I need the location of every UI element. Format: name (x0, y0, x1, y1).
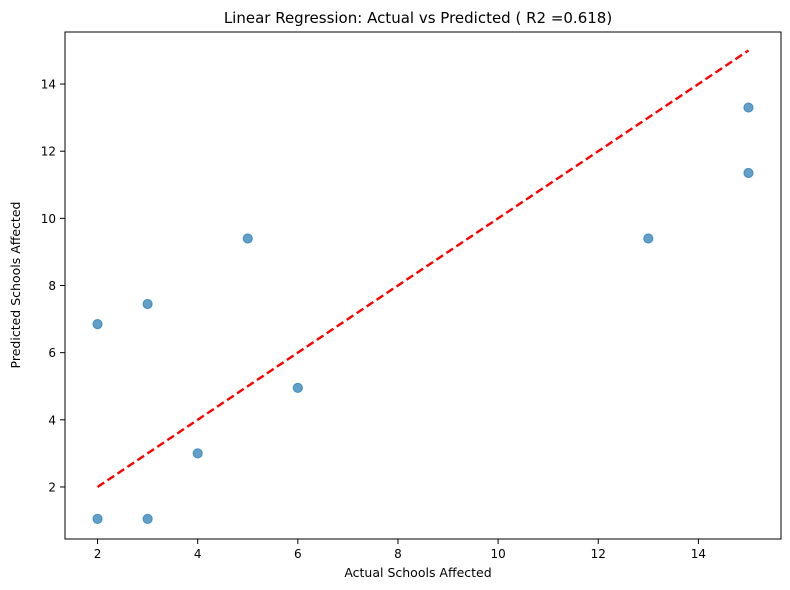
plot-frame (64, 31, 782, 540)
data-point (743, 102, 754, 113)
y-axis-label: Predicted Schools Affected (8, 202, 23, 369)
y-tick-label: 10 (41, 212, 56, 226)
x-tick-label: 6 (294, 547, 302, 561)
data-point (92, 513, 103, 524)
data-point (643, 233, 654, 244)
y-tick-label: 8 (48, 279, 56, 293)
x-axis-label: Actual Schools Affected (344, 565, 491, 580)
data-point (192, 448, 203, 459)
y-tick-label: 14 (41, 78, 56, 92)
x-tick-label: 4 (194, 547, 202, 561)
data-point (142, 513, 153, 524)
plot-area (92, 49, 754, 524)
data-point (242, 233, 253, 244)
x-tick-label: 8 (394, 547, 402, 561)
y-tick-label: 4 (48, 413, 56, 427)
reference-line (96, 49, 750, 488)
data-point (743, 167, 754, 179)
y-axis-ticks: 2 4 6 8 10 12 14 (41, 78, 65, 494)
x-tick-label: 10 (490, 547, 505, 561)
y-tick-label: 12 (41, 145, 56, 159)
data-point (292, 382, 303, 394)
x-tick-label: 14 (691, 547, 706, 561)
x-tick-label: 12 (591, 547, 606, 561)
y-tick-label: 2 (48, 480, 56, 494)
data-point (142, 298, 153, 310)
x-tick-label: 2 (94, 547, 102, 561)
x-axis-ticks: 2 4 6 8 10 12 14 (94, 539, 706, 561)
data-point (92, 319, 103, 330)
chart-title: Linear Regression: Actual vs Predicted (… (224, 9, 612, 27)
y-tick-label: 6 (48, 346, 56, 360)
